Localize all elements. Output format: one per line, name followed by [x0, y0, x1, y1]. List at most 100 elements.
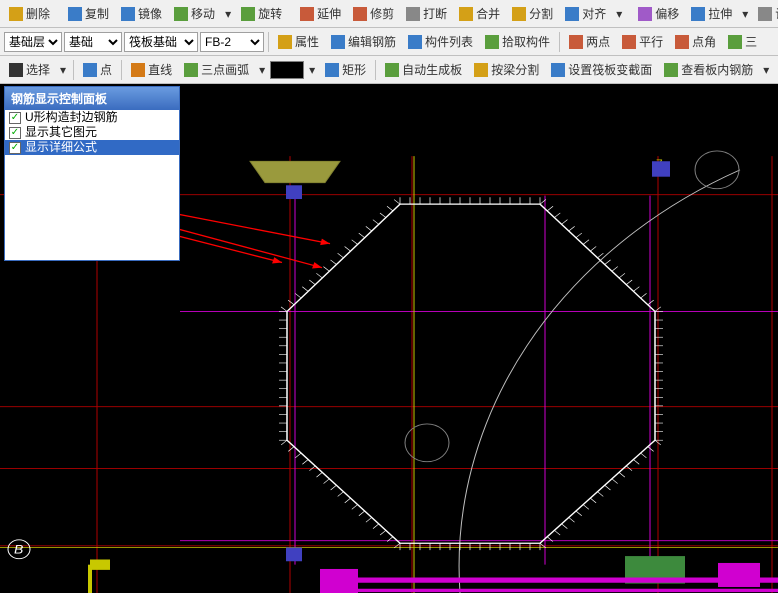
checkbox-icon[interactable]: ✓	[9, 127, 21, 139]
beam-split-button[interactable]: 按梁分割	[469, 58, 544, 81]
three-button[interactable]: 三	[723, 30, 762, 53]
panel-item[interactable]: ✓显示其它图元	[5, 125, 179, 140]
select-button[interactable]: 选择	[4, 58, 55, 81]
extend-icon	[300, 7, 314, 21]
panel-list: ✓ U形构造封边钢筋✓显示其它图元✓显示详细公式	[5, 110, 179, 260]
setprop-icon	[758, 7, 772, 21]
stretch-icon	[691, 7, 705, 21]
pick-component-button[interactable]: 拾取构件	[480, 30, 555, 53]
layer-select[interactable]: 基础层	[4, 32, 62, 52]
mirror-icon	[121, 7, 135, 21]
toolbar-row-2: 基础层 基础 筏板基础 FB-2 属性 编辑钢筋 构件列表 拾取构件 两点 平行…	[0, 28, 778, 56]
merge-icon	[459, 7, 473, 21]
three-label: 三	[745, 33, 757, 50]
arc-icon	[184, 63, 198, 77]
stretch-dropdown-icon[interactable]: ▾	[739, 6, 751, 22]
move-dropdown-icon[interactable]: ▾	[222, 6, 234, 22]
three-point-arc-label: 三点画弧	[201, 61, 249, 78]
panel-item[interactable]: ✓ U形构造封边钢筋	[5, 110, 179, 125]
color-picker[interactable]	[270, 61, 304, 79]
select-label: 选择	[26, 61, 50, 78]
offset-label: 偏移	[655, 5, 679, 22]
line-button[interactable]: 直线	[126, 58, 177, 81]
mirror-button[interactable]: 镜像	[116, 2, 167, 25]
line-label: 直线	[148, 61, 172, 78]
view-rebar-icon	[664, 63, 678, 77]
copy-button[interactable]: 复制	[63, 2, 114, 25]
arc-dropdown-icon[interactable]: ▾	[256, 62, 268, 78]
rotate-icon	[241, 7, 255, 21]
toolbar-row-3: 选择 ▾ 点 直线 三点画弧 ▾ ▾ 矩形 自动生成板 按梁分割 设置筏板变截面…	[0, 56, 778, 84]
view-rebar-button[interactable]: 查看板内钢筋	[659, 58, 758, 81]
line-icon	[131, 63, 145, 77]
copy-label: 复制	[85, 5, 109, 22]
properties-icon	[278, 35, 292, 49]
panel-item-label: U形构造封边钢筋	[25, 110, 118, 125]
subcat-select[interactable]: 筏板基础	[124, 32, 198, 52]
set-raft-section-label: 设置筏板变截面	[568, 61, 652, 78]
trim-button[interactable]: 修剪	[348, 2, 399, 25]
view-rebar-dropdown-icon[interactable]: ▾	[760, 62, 772, 78]
three-point-arc-button[interactable]: 三点画弧	[179, 58, 254, 81]
point-angle-button[interactable]: 点角	[670, 30, 721, 53]
rect-label: 矩形	[342, 61, 366, 78]
break-button[interactable]: 打断	[401, 2, 452, 25]
split-icon	[512, 7, 526, 21]
rotate-button[interactable]: 旋转	[236, 2, 287, 25]
move-button[interactable]: 移动	[169, 2, 220, 25]
component-list-icon	[408, 35, 422, 49]
setprop-button[interactable]: 设置东	[753, 2, 778, 25]
split-button[interactable]: 分割	[507, 2, 558, 25]
set-raft-section-button[interactable]: 设置筏板变截面	[546, 58, 657, 81]
stretch-button[interactable]: 拉伸	[686, 2, 737, 25]
trim-icon	[353, 7, 367, 21]
parallel-icon	[622, 35, 636, 49]
merge-label: 合并	[476, 5, 500, 22]
delete-button[interactable]: 删除	[4, 2, 55, 25]
point-angle-icon	[675, 35, 689, 49]
color-dropdown-icon[interactable]: ▾	[306, 62, 318, 78]
properties-button[interactable]: 属性	[273, 30, 324, 53]
break-icon	[406, 7, 420, 21]
parallel-label: 平行	[639, 33, 663, 50]
separator	[375, 60, 376, 80]
category-select[interactable]: 基础	[64, 32, 122, 52]
rect-icon	[325, 63, 339, 77]
stretch-label: 拉伸	[708, 5, 732, 22]
component-list-label: 构件列表	[425, 33, 473, 50]
parallel-button[interactable]: 平行	[617, 30, 668, 53]
separator	[121, 60, 122, 80]
mirror-label: 镜像	[138, 5, 162, 22]
cursor-icon	[9, 63, 23, 77]
properties-label: 属性	[295, 33, 319, 50]
extend-label: 延伸	[317, 5, 341, 22]
move-icon	[174, 7, 188, 21]
merge-button[interactable]: 合并	[454, 2, 505, 25]
panel-item[interactable]: ✓显示详细公式	[5, 140, 179, 155]
rotate-label: 旋转	[258, 5, 282, 22]
select-dropdown-icon[interactable]: ▾	[57, 62, 69, 78]
offset-icon	[638, 7, 652, 21]
offset-button[interactable]: 偏移	[633, 2, 684, 25]
panel-title: 钢筋显示控制面板	[5, 87, 179, 110]
align-dropdown-icon[interactable]: ▾	[613, 6, 625, 22]
rect-button[interactable]: 矩形	[320, 58, 371, 81]
point-button[interactable]: 点	[78, 58, 117, 81]
three-icon	[728, 35, 742, 49]
item-select[interactable]: FB-2	[200, 32, 264, 52]
two-point-icon	[569, 35, 583, 49]
component-list-button[interactable]: 构件列表	[403, 30, 478, 53]
align-button[interactable]: 对齐	[560, 2, 611, 25]
copy-icon	[68, 7, 82, 21]
checkbox-icon[interactable]: ✓	[9, 112, 21, 124]
svg-text:B: B	[14, 542, 24, 556]
auto-gen-board-button[interactable]: 自动生成板	[380, 58, 467, 81]
point-angle-label: 点角	[692, 33, 716, 50]
edit-rebar-button[interactable]: 编辑钢筋	[326, 30, 401, 53]
point-icon	[83, 63, 97, 77]
two-point-button[interactable]: 两点	[564, 30, 615, 53]
checkbox-icon[interactable]: ✓	[9, 142, 21, 154]
pick-component-label: 拾取构件	[502, 33, 550, 50]
align-label: 对齐	[582, 5, 606, 22]
extend-button[interactable]: 延伸	[295, 2, 346, 25]
